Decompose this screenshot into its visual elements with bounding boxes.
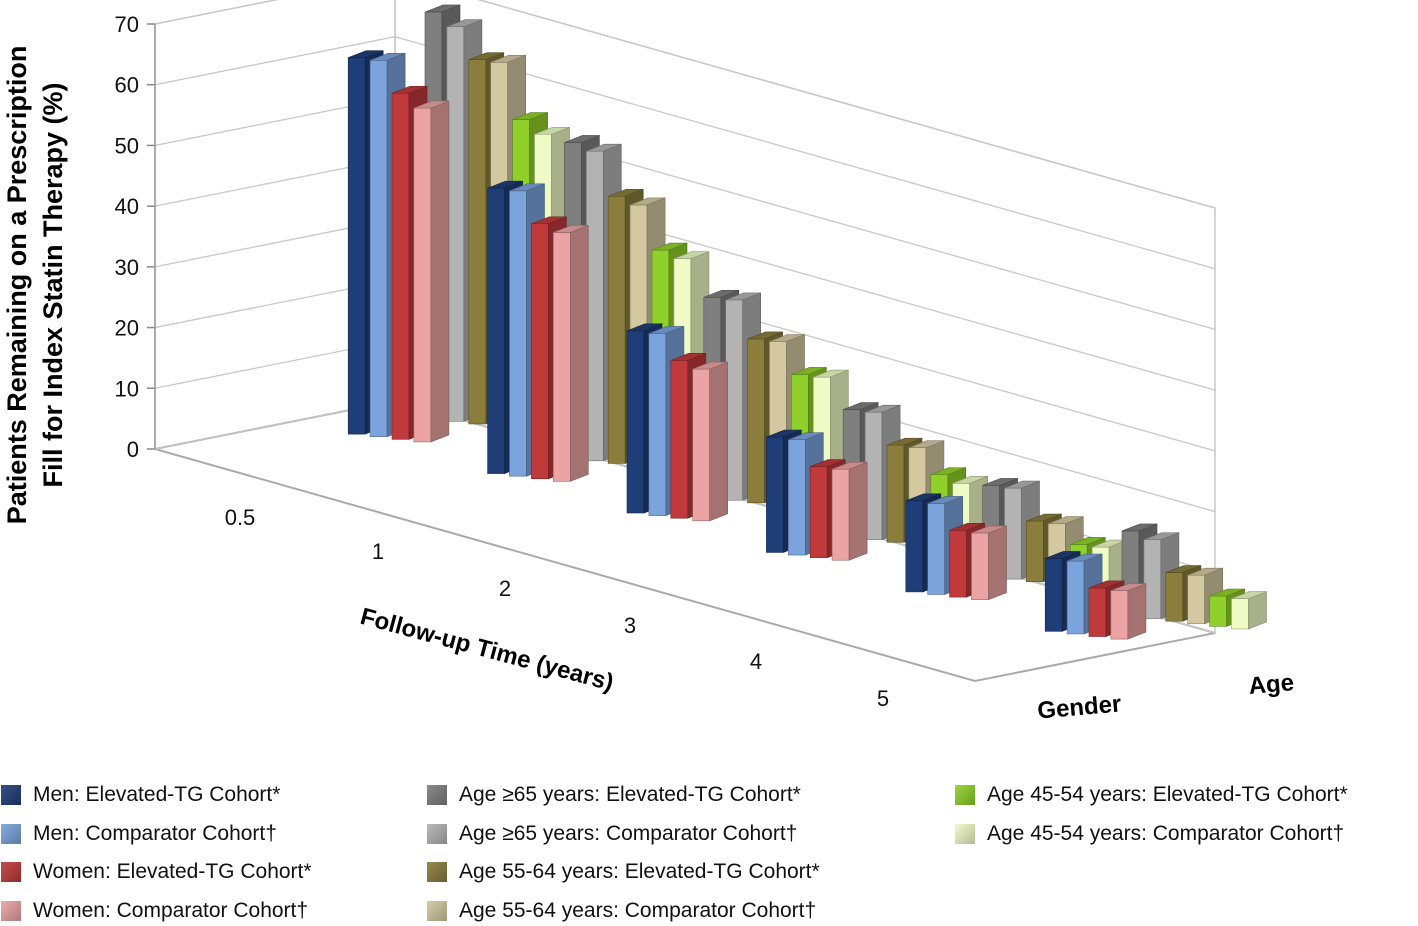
x-tick-label: 4	[750, 649, 762, 674]
legend-label: Men: Elevated-TG Cohort*	[33, 783, 281, 806]
y-tick-label: 30	[115, 255, 139, 280]
y-axis-title-line-2: Fill for Index Statin Therapy (%)	[38, 82, 68, 487]
legend-swatch	[427, 785, 447, 805]
legend-item: Age 45-54 years: Elevated-TG Cohort*	[955, 780, 1348, 810]
x-tick-label: 1	[372, 539, 384, 564]
legend: Men: Elevated-TG Cohort* Men: Comparator …	[0, 778, 1418, 925]
bar-gender-s3-c0	[413, 100, 450, 443]
legend-item: Age 55-64 years: Comparator Cohort†	[427, 896, 816, 926]
y-axis-ticks: 0 10 20 30 40 50 60 70	[115, 12, 156, 462]
legend-label: Age 55-64 years: Comparator Cohort†	[459, 898, 817, 922]
legend-label: Age ≥65 years: Comparator Cohort†	[459, 821, 798, 845]
bar-gender-s3-c5	[1110, 583, 1147, 640]
legend-swatch	[427, 862, 447, 882]
bar-gender-s3-c1	[552, 224, 589, 482]
group-label-gender: Gender	[1036, 690, 1122, 724]
chart-bars	[347, 4, 1267, 640]
x-axis-title: Follow-up Time (years)	[357, 603, 616, 697]
legend-label: Women: Comparator Cohort†	[33, 898, 309, 922]
bar-age-s5-c5	[1231, 591, 1267, 630]
y-tick-label: 40	[115, 194, 139, 219]
legend-label: Age 45-54 years: Comparator Cohort†	[987, 821, 1345, 845]
gridline-side	[154, 36, 396, 86]
y-tick-label: 0	[127, 437, 139, 462]
gridline-back	[477, 0, 1216, 209]
y-tick-label: 20	[115, 316, 139, 341]
legend-item: Women: Elevated-TG Cohort*	[1, 857, 312, 887]
y-tick-label: 70	[115, 12, 139, 37]
group-label-age: Age	[1248, 669, 1296, 700]
legend-swatch	[955, 785, 975, 805]
legend-label: Age 55-64 years: Elevated-TG Cohort*	[459, 860, 820, 883]
bar-gender-s3-c4	[971, 525, 1007, 601]
legend-swatch	[955, 823, 975, 844]
legend-swatch	[1, 862, 21, 882]
legend-item: Women: Comparator Cohort†	[1, 896, 308, 926]
x-tick-label: 3	[624, 613, 636, 638]
y-axis-title-line-1: Patients Remaining on a Prescription	[2, 46, 32, 525]
y-tick-label: 60	[115, 73, 139, 98]
bar-gender-s3-c3	[831, 461, 868, 561]
legend-label: Age 45-54 years: Elevated-TG Cohort*	[987, 783, 1348, 806]
y-tick-label: 10	[115, 376, 139, 401]
legend-swatch	[1, 900, 21, 921]
legend-item: Men: Comparator Cohort†	[1, 819, 277, 849]
legend-item: Age ≥65 years: Comparator Cohort†	[427, 819, 797, 849]
gridline-side	[154, 0, 279, 25]
legend-label: Men: Comparator Cohort†	[33, 821, 277, 845]
legend-item: Age ≥65 years: Elevated-TG Cohort*	[427, 780, 801, 810]
legend-swatch	[427, 900, 447, 921]
legend-item: Men: Elevated-TG Cohort*	[1, 780, 280, 810]
legend-item: Age 55-64 years: Elevated-TG Cohort*	[427, 857, 820, 887]
x-axis-ticks: 0.5 1 2 3 4 5	[225, 505, 889, 711]
x-tick-label: 0.5	[225, 505, 256, 530]
gridline-back	[394, 36, 1216, 270]
legend-swatch	[427, 823, 447, 844]
legend-item: Age 45-54 years: Comparator Cohort†	[955, 819, 1344, 849]
legend-label: Women: Elevated-TG Cohort*	[33, 860, 312, 883]
bar-gender-s3-c2	[692, 361, 729, 522]
y-tick-label: 50	[115, 133, 139, 158]
legend-label: Age ≥65 years: Elevated-TG Cohort*	[459, 783, 801, 806]
x-tick-label: 2	[499, 576, 511, 601]
x-tick-label: 5	[877, 686, 889, 711]
legend-swatch	[1, 785, 21, 805]
legend-swatch	[1, 823, 21, 844]
